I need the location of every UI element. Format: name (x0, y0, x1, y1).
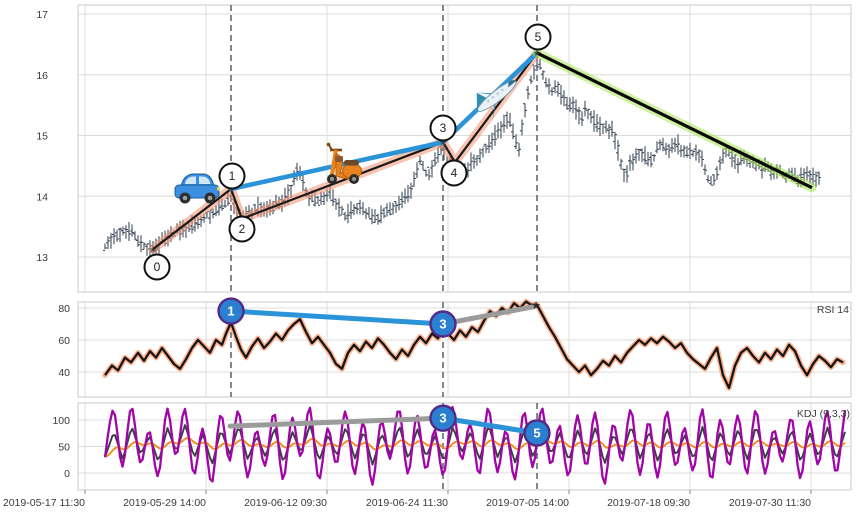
pivot-circle-label: 3 (440, 121, 447, 135)
y-tick-label: 50 (58, 442, 70, 454)
rsi-line (104, 300, 844, 390)
rsi-panel-border (77, 301, 852, 398)
y-tick-label: 80 (58, 303, 70, 315)
y-tick-label: 16 (36, 70, 48, 82)
rsi-circle: 3 (429, 310, 457, 338)
pivot-circle-label: 4 (451, 166, 458, 180)
kdj-circle-label: 5 (533, 425, 540, 440)
kdj-d-line (104, 436, 846, 458)
car-icon (174, 173, 220, 204)
x-tick-label: 2019-06-12 09:30 (244, 497, 327, 509)
y-tick-label: 100 (52, 415, 70, 427)
trend-line-down (536, 51, 813, 190)
pivot-circle: 2 (228, 215, 256, 243)
rsi-star-icon: ★ (531, 300, 541, 312)
pivot-star-icon: ★ (149, 244, 157, 254)
x-tick-label: 2019-05-29 14:00 (123, 497, 206, 509)
pivot-circle-label: 1 (229, 169, 236, 183)
pivot-circle-label: 2 (239, 222, 246, 236)
y-tick-label: 40 (58, 367, 70, 379)
scooter-icon (326, 142, 362, 184)
pivot-circle: 5 (524, 23, 552, 51)
y-tick-label: 17 (36, 9, 48, 21)
zigzag-line (152, 52, 538, 250)
pivot-circle-label: 5 (535, 30, 542, 44)
rsi-blue-line (228, 308, 446, 327)
pivot-circle: 1 (218, 162, 246, 190)
pivot-circle: 0 (143, 253, 171, 281)
y-tick-label: 60 (58, 335, 70, 347)
x-tick-label: 2019-06-24 11:30 (366, 497, 448, 509)
kdj-j-line (103, 405, 847, 486)
kdj-circle: 5 (523, 419, 551, 447)
trend-line-blue (228, 50, 540, 192)
rsi-circle-label: 1 (227, 304, 234, 319)
plane-icon (476, 80, 517, 123)
y-tick-label: 0 (64, 468, 70, 480)
kdj-circle: 3 (429, 404, 457, 432)
y-tick-label: 13 (36, 252, 48, 264)
pivot-circle: 4 (440, 159, 468, 187)
kdj-panel-label: KDJ (9,3,3) (796, 408, 850, 420)
y-tick-label: 14 (36, 191, 48, 203)
x-tick-label: 2019-05-17 11:30 (3, 497, 85, 509)
pivot-circle: 3 (429, 114, 457, 142)
x-tick-label: 2019-07-18 09:30 (607, 497, 690, 509)
kdj-gray-line (227, 415, 446, 429)
main-panel-grid (77, 4, 852, 293)
rsi-circle: 1 (217, 297, 245, 325)
y-tick-label: 15 (36, 131, 48, 143)
kdj-circle-label: 3 (439, 411, 446, 426)
kdj-lines (103, 405, 847, 486)
rsi-circle-label: 3 (439, 317, 446, 332)
rsi-panel-label: RSI 14 (816, 304, 849, 316)
kdj-blue-line (440, 415, 540, 436)
x-tick-label: 2019-07-30 11:30 (729, 497, 811, 509)
pivot-star-icon: ★ (439, 137, 447, 147)
pivot-star-icon: ★ (533, 48, 541, 58)
main-panel-border (77, 4, 852, 293)
rsi-gray-line (440, 303, 538, 327)
pivot-circle-label: 0 (154, 260, 161, 274)
x-tick-label: 2019-07-05 14:00 (486, 497, 569, 509)
